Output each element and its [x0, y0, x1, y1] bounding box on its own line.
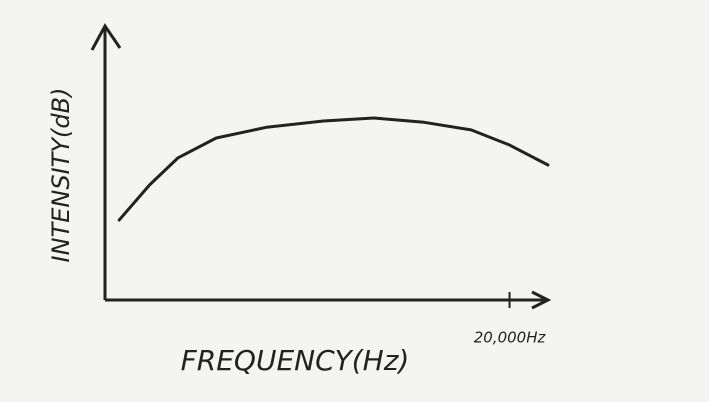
y-axis-label: INTENSITY(dB)	[47, 88, 75, 263]
x-tick-label: 20,000Hz	[474, 329, 547, 347]
page: INTENSITY(dB) FREQUENCY(Hz) 20,000Hz (()…	[0, 0, 709, 402]
chart: INTENSITY(dB) FREQUENCY(Hz) 20,000Hz	[0, 0, 709, 402]
x-axis-label: FREQUENCY(Hz)	[181, 344, 410, 377]
